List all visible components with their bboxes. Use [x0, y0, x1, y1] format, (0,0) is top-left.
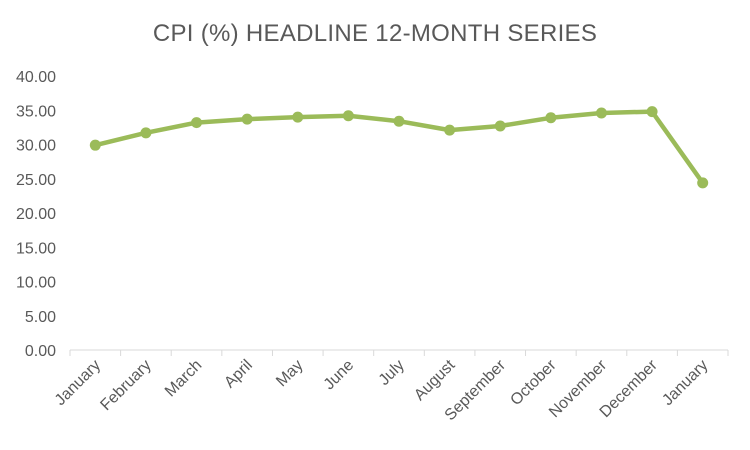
y-tick-label: 10.00 — [16, 275, 56, 292]
data-point — [393, 115, 405, 127]
data-point — [89, 139, 101, 151]
data-point — [646, 106, 658, 118]
y-tick-label: 0.00 — [25, 343, 56, 360]
y-tick-label: 35.00 — [16, 103, 56, 120]
data-point — [191, 117, 203, 129]
x-tick-label: April — [221, 357, 256, 392]
data-point — [697, 177, 709, 189]
x-tick-label: May — [273, 357, 306, 390]
data-point — [494, 120, 506, 132]
x-tick-label: January — [52, 357, 104, 409]
y-tick-label: 30.00 — [16, 138, 56, 155]
x-tick-label: March — [162, 357, 205, 400]
data-point — [342, 110, 354, 122]
x-tick-label: July — [376, 357, 408, 389]
data-point — [595, 107, 607, 119]
y-tick-label: 40.00 — [16, 69, 56, 86]
y-tick-label: 5.00 — [25, 309, 56, 326]
data-point — [444, 124, 456, 136]
x-tick-label: October — [507, 356, 560, 409]
data-point — [241, 113, 253, 125]
y-tick-label: 15.00 — [16, 240, 56, 257]
y-tick-label: 25.00 — [16, 172, 56, 189]
x-tick-label: August — [411, 356, 459, 404]
chart-title: CPI (%) HEADLINE 12-MONTH SERIES — [152, 20, 598, 47]
x-tick-label: June — [321, 357, 358, 394]
data-point — [292, 111, 304, 123]
data-point — [140, 127, 152, 139]
x-tick-label: February — [97, 357, 154, 414]
x-tick-label: January — [659, 357, 711, 409]
data-point — [545, 112, 557, 124]
series-cpi — [89, 106, 709, 189]
y-axis: 0.00 5.00 10.00 15.00 20.00 25.00 30.00 35.00 40… — [16, 69, 56, 360]
y-tick-label: 20.00 — [16, 206, 56, 223]
